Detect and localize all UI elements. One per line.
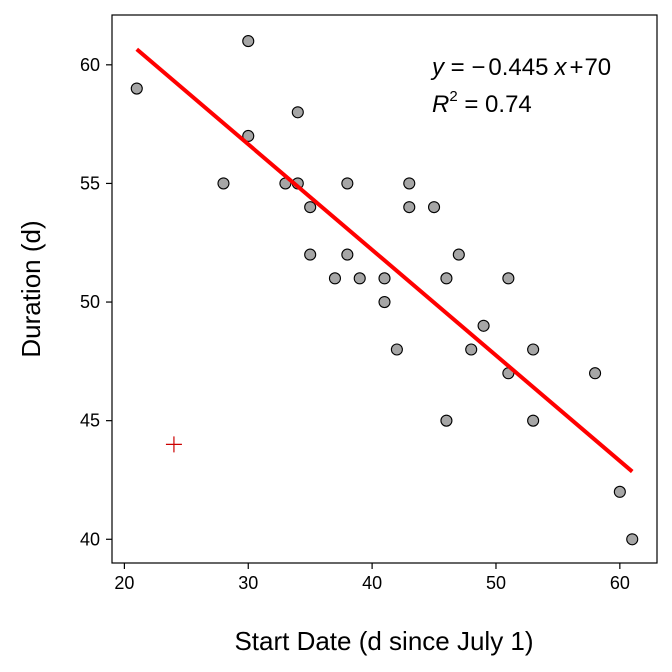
data-point bbox=[613, 485, 626, 498]
data-point bbox=[527, 414, 540, 427]
y-tick-label: 55 bbox=[80, 173, 100, 193]
eq-x-var: x bbox=[553, 54, 567, 81]
eq-equals: = bbox=[444, 54, 471, 81]
y-axis-title: Duration (d) bbox=[16, 220, 46, 357]
r-squared-equals: = bbox=[458, 91, 485, 118]
data-point bbox=[304, 201, 317, 214]
data-point bbox=[353, 272, 366, 285]
data-point bbox=[304, 248, 317, 261]
r-squared-exp: 2 bbox=[449, 88, 457, 105]
data-point bbox=[390, 343, 403, 356]
data-point bbox=[626, 533, 639, 546]
data-point bbox=[378, 295, 391, 309]
eq-plus: + bbox=[569, 54, 583, 81]
data-point bbox=[242, 35, 255, 48]
y-tick-label: 60 bbox=[80, 55, 100, 75]
data-point bbox=[527, 343, 540, 356]
eq-intercept: 70 bbox=[584, 54, 611, 81]
x-tick-label: 30 bbox=[238, 573, 258, 593]
data-point bbox=[291, 106, 304, 119]
plot-marks bbox=[130, 35, 639, 546]
data-point bbox=[217, 177, 230, 190]
data-point bbox=[130, 82, 143, 95]
x-axis-title: Start Date (d since July 1) bbox=[234, 626, 533, 656]
y-tick-label: 40 bbox=[80, 529, 100, 549]
eq-minus: − bbox=[471, 54, 485, 81]
regression-line bbox=[135, 47, 634, 474]
data-point bbox=[427, 201, 441, 214]
data-point bbox=[328, 272, 342, 285]
r-squared-value: 0.74 bbox=[485, 91, 532, 118]
x-axis-ticks: 20 30 40 50 60 bbox=[114, 563, 630, 593]
y-tick-label: 50 bbox=[80, 292, 100, 312]
x-tick-label: 50 bbox=[486, 573, 506, 593]
y-tick-label: 45 bbox=[80, 411, 100, 431]
x-tick-label: 20 bbox=[114, 573, 134, 593]
data-point bbox=[341, 177, 354, 190]
r-squared-label: R2 = 0.74 bbox=[432, 88, 532, 118]
data-point bbox=[465, 343, 478, 356]
data-point bbox=[440, 414, 453, 427]
data-point bbox=[440, 272, 453, 285]
data-point bbox=[403, 201, 416, 214]
data-point bbox=[378, 272, 391, 285]
data-point bbox=[242, 129, 255, 143]
data-point bbox=[477, 319, 490, 332]
data-point bbox=[341, 248, 354, 261]
data-point bbox=[403, 177, 416, 190]
highlighted-point bbox=[165, 436, 182, 453]
data-point bbox=[589, 367, 602, 380]
data-point bbox=[452, 248, 465, 261]
x-tick-label: 40 bbox=[362, 573, 382, 593]
x-tick-label: 60 bbox=[610, 573, 630, 593]
eq-y-var: y bbox=[430, 54, 446, 81]
fit-equation: y = −0.445 x +70 bbox=[430, 54, 611, 81]
eq-slope: 0.445 bbox=[488, 54, 548, 81]
y-axis-ticks: 40 45 50 55 60 bbox=[80, 55, 112, 549]
data-point bbox=[502, 272, 515, 285]
r-squared-var: R bbox=[432, 91, 449, 118]
